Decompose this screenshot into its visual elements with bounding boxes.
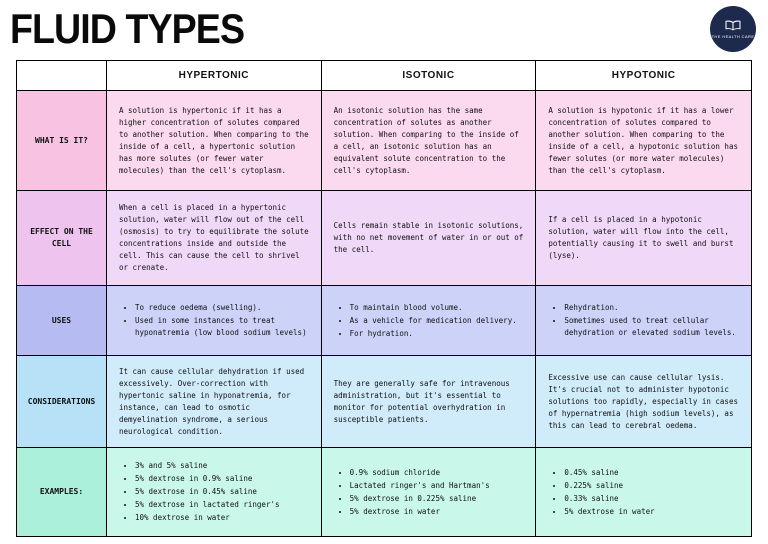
cell-text: It can cause cellular dehydration if use… [119,366,305,436]
cell-what-hypertonic: A solution is hypertonic if it has a hig… [107,91,322,191]
cell-text: If a cell is placed in a hypotonic solut… [548,215,734,260]
bullet-item: Rehydration. [564,302,739,314]
cell-text: A solution is hypotonic if it has a lowe… [548,105,738,175]
bullet-list: 0.45% saline0.225% saline0.33% saline5% … [548,466,739,519]
cell-uses-isotonic: To maintain blood volume.As a vehicle fo… [321,286,537,356]
column-header-isotonic: ISOTONIC [321,61,537,91]
bullet-item: 5% dextrose in 0.45% saline [135,486,309,498]
bullet-item: Sometimes used to treat cellular dehydra… [564,315,739,339]
row-label-effect-on-cell: EFFECT ON THE CELL [17,191,107,286]
cell-considerations-hypotonic: Excessive use can cause cellular lysis. … [536,356,751,448]
column-header-hypertonic: HYPERTONIC [107,61,322,91]
bullet-list: To maintain blood volume.As a vehicle fo… [334,301,524,341]
cell-considerations-hypertonic: It can cause cellular dehydration if use… [107,356,322,448]
row-label-what-is-it: WHAT IS IT? [17,91,107,191]
row-label-considerations: CONSIDERATIONS [17,356,107,448]
cell-text: An isotonic solution has the same concen… [333,105,519,175]
book-icon [724,19,742,32]
bullet-item: 5% dextrose in water [350,506,524,518]
bullet-item: To maintain blood volume. [350,302,524,314]
bullet-item: 5% dextrose in 0.9% saline [135,473,309,485]
page-title: FLUID TYPES [10,6,245,53]
bullet-item: 3% and 5% saline [135,460,309,472]
brand-logo: THE HEALTH CARE [710,6,756,52]
cell-what-hypotonic: A solution is hypotonic if it has a lowe… [536,91,751,191]
row-label-examples: EXAMPLES: [17,448,107,536]
cell-effect-isotonic: Cells remain stable in isotonic solution… [321,191,537,286]
cell-examples-hypertonic: 3% and 5% saline5% dextrose in 0.9% sali… [107,448,322,536]
bullet-item: 5% dextrose in water [564,506,739,518]
cell-uses-hypertonic: To reduce oedema (swelling).Used in some… [107,286,322,356]
cell-what-isotonic: An isotonic solution has the same concen… [321,91,537,191]
bullet-item: Used in some instances to treat hyponatr… [135,315,309,339]
bullet-item: 0.9% sodium chloride [350,467,524,479]
cell-effect-hypotonic: If a cell is placed in a hypotonic solut… [536,191,751,286]
cell-text: Cells remain stable in isotonic solution… [333,221,524,254]
bullet-item: For hydration. [350,328,524,340]
fluid-types-table: HYPERTONIC ISOTONIC HYPOTONIC WHAT IS IT… [16,60,752,537]
row-label-uses: USES [17,286,107,356]
column-header-hypotonic: HYPOTONIC [536,61,751,91]
cell-uses-hypotonic: Rehydration.Sometimes used to treat cell… [536,286,751,356]
cell-text: A solution is hypertonic if it has a hig… [119,105,309,175]
cell-text: They are generally safe for intravenous … [333,378,510,424]
bullet-list: Rehydration.Sometimes used to treat cell… [548,301,739,340]
bullet-list: 3% and 5% saline5% dextrose in 0.9% sali… [119,459,309,525]
bullet-item: To reduce oedema (swelling). [135,302,309,314]
bullet-item: 10% dextrose in water [135,512,309,524]
bullet-item: As a vehicle for medication delivery. [350,315,524,327]
cell-examples-isotonic: 0.9% sodium chlorideLactated ringer's an… [321,448,537,536]
cell-examples-hypotonic: 0.45% saline0.225% saline0.33% saline5% … [536,448,751,536]
bullet-list: 0.9% sodium chlorideLactated ringer's an… [334,466,524,519]
bullet-item: 0.225% saline [564,480,739,492]
header-corner [17,61,107,91]
bullet-list: To reduce oedema (swelling).Used in some… [119,301,309,340]
cell-effect-hypertonic: When a cell is placed in a hypertonic so… [107,191,322,286]
cell-text: Excessive use can cause cellular lysis. … [548,372,738,430]
bullet-item: Lactated ringer's and Hartman's [350,480,524,492]
cell-text: When a cell is placed in a hypertonic so… [119,203,309,272]
bullet-item: 0.33% saline [564,493,739,505]
brand-name: THE HEALTH CARE [711,34,755,39]
cell-considerations-isotonic: They are generally safe for intravenous … [321,356,537,448]
bullet-item: 5% dextrose in 0.225% saline [350,493,524,505]
bullet-item: 5% dextrose in lactated ringer's [135,499,309,511]
bullet-item: 0.45% saline [564,467,739,479]
